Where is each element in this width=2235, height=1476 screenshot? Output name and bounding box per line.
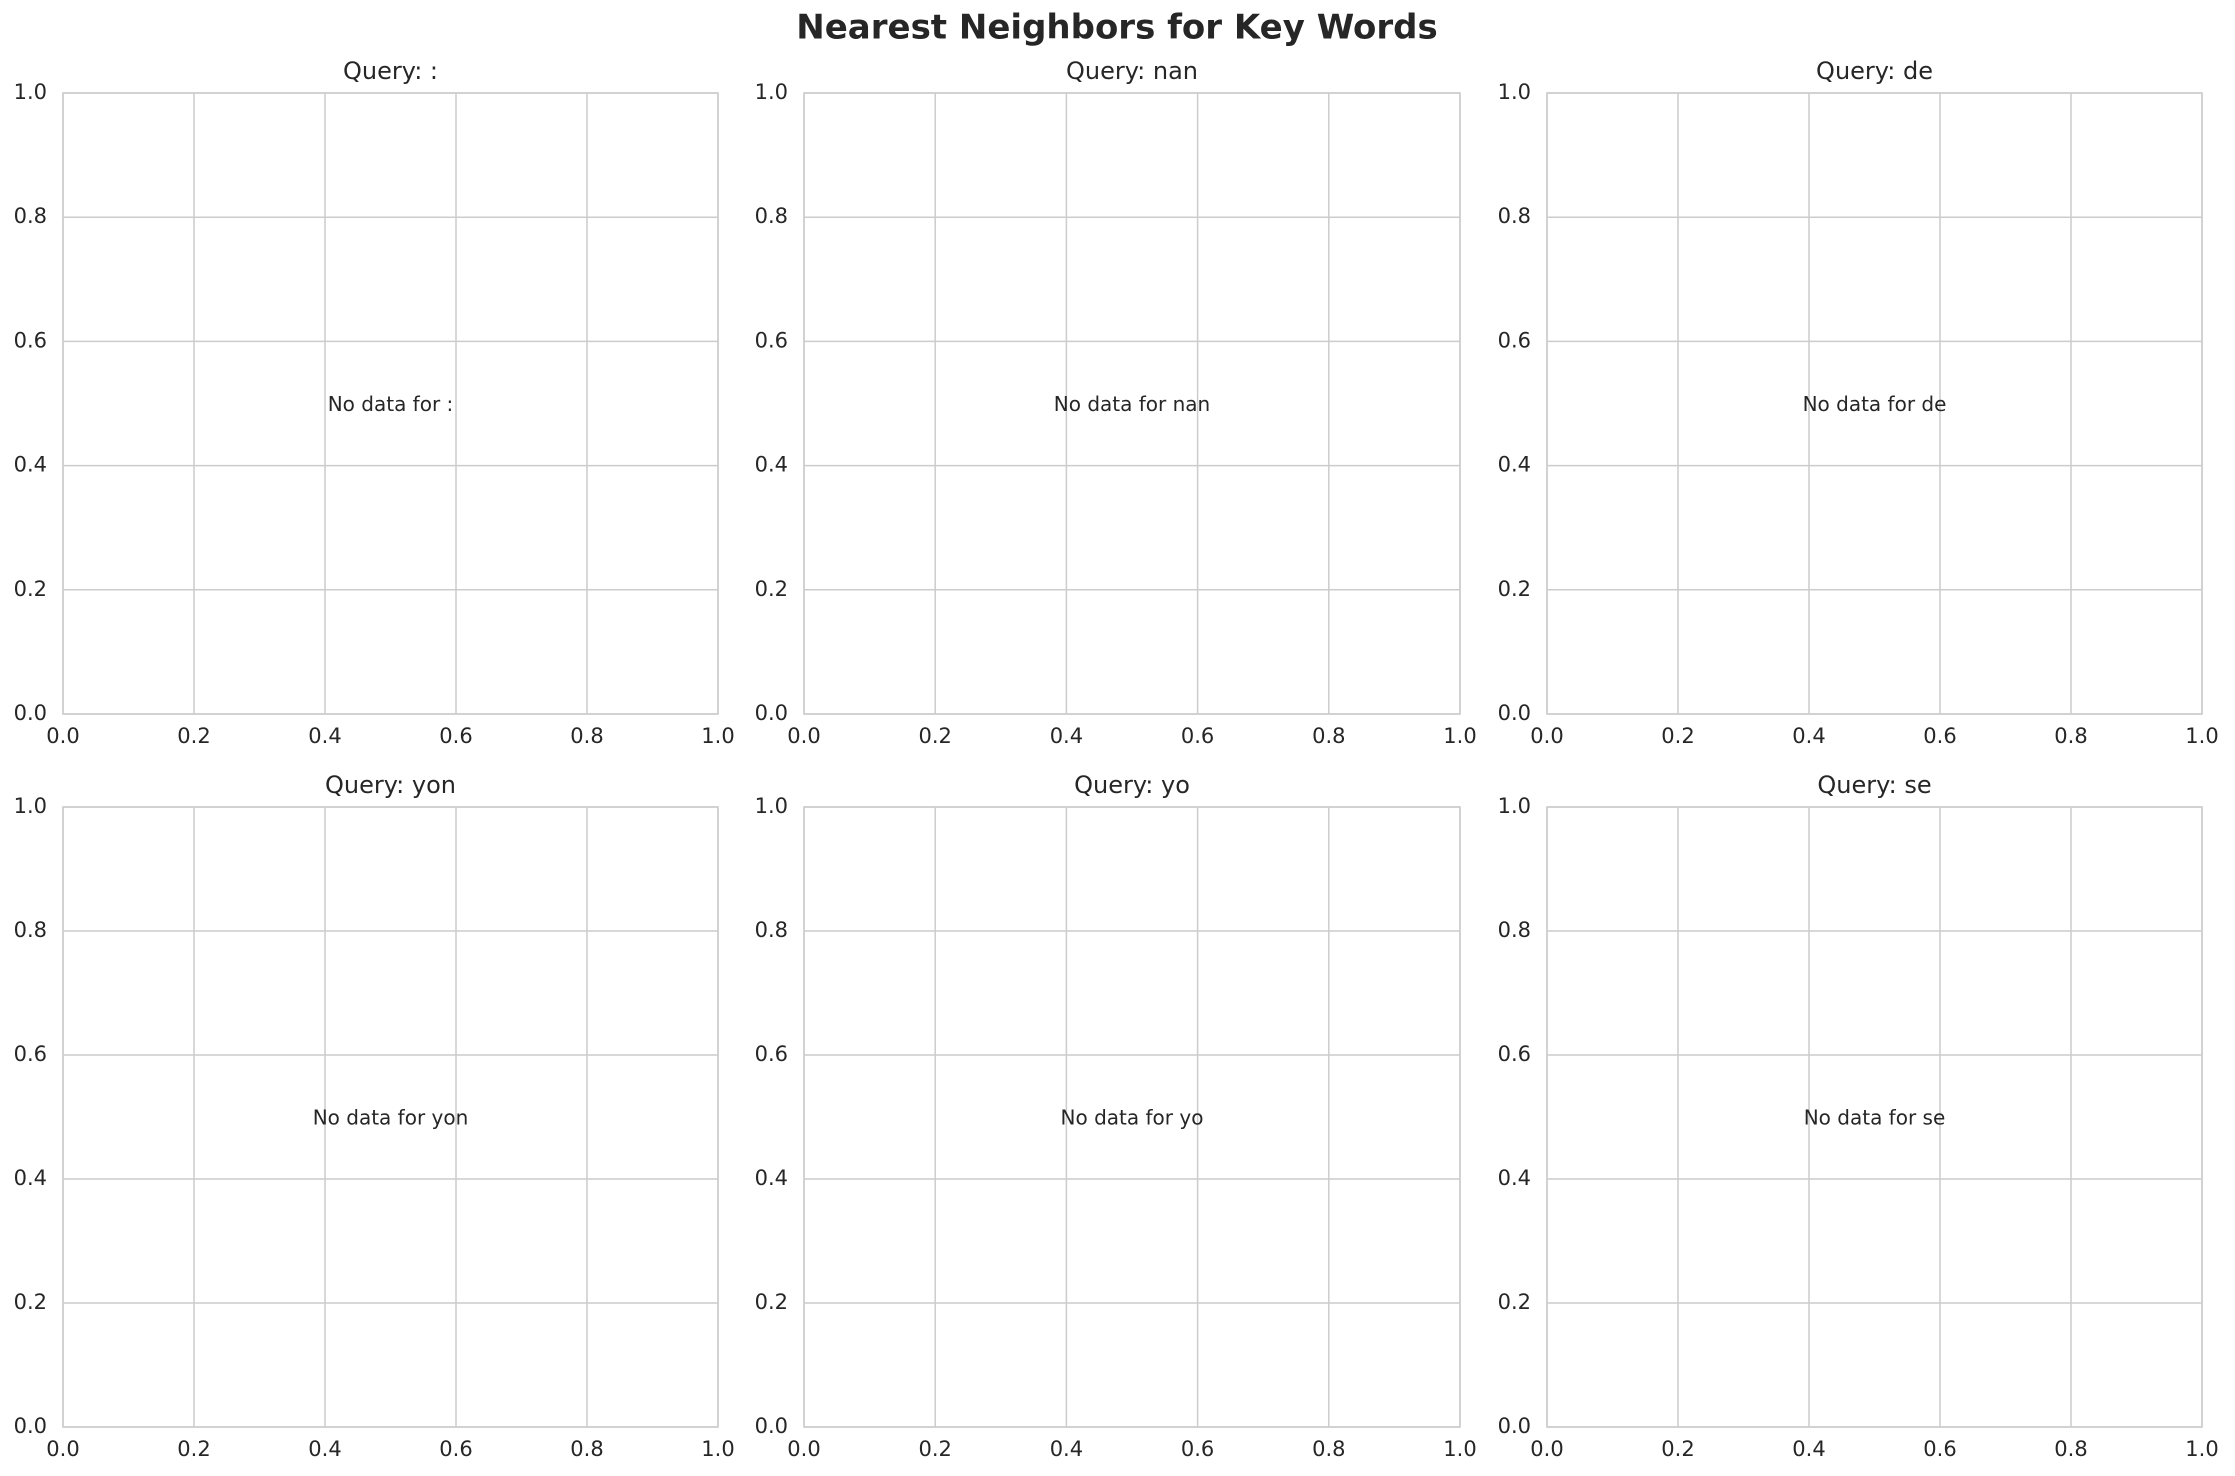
x-tick-label: 0.4 [1792, 724, 1825, 748]
annotation: No data for yo [1061, 1106, 1204, 1130]
y-tick-label: 0.0 [755, 1414, 788, 1438]
subplot-title: Query: nan [1066, 57, 1198, 85]
y-tick-label: 0.2 [1498, 577, 1531, 601]
y-tick-label: 0.2 [1498, 1290, 1531, 1314]
x-tick-label: 0.6 [1181, 1437, 1214, 1461]
y-tick-label: 0.2 [755, 1290, 788, 1314]
y-tick-label: 1.0 [14, 80, 47, 104]
x-tick-label: 0.0 [46, 1437, 79, 1461]
x-tick-label: 0.6 [439, 1437, 472, 1461]
y-tick-label: 0.0 [14, 1414, 47, 1438]
x-tick-label: 0.2 [918, 1437, 951, 1461]
y-tick-label: 1.0 [1498, 794, 1531, 818]
y-tick-label: 0.2 [14, 1290, 47, 1314]
y-tick-label: 1.0 [14, 794, 47, 818]
x-tick-label: 1.0 [1443, 1437, 1476, 1461]
x-tick-label: 0.6 [439, 724, 472, 748]
axes-frame [62, 806, 719, 1428]
x-tick-label: 0.0 [787, 724, 820, 748]
y-tick-label: 0.6 [14, 1042, 47, 1066]
y-tick-label: 0.2 [14, 577, 47, 601]
y-tick-label: 1.0 [755, 80, 788, 104]
x-tick-label: 0.6 [1923, 1437, 1956, 1461]
y-tick-label: 0.0 [14, 701, 47, 725]
y-tick-label: 0.6 [14, 328, 47, 352]
y-tick-label: 0.0 [755, 701, 788, 725]
y-tick-label: 0.8 [14, 918, 47, 942]
x-tick-label: 1.0 [2185, 1437, 2218, 1461]
y-tick-label: 0.4 [14, 453, 47, 477]
x-tick-label: 0.0 [1530, 724, 1563, 748]
x-tick-label: 0.8 [2054, 1437, 2087, 1461]
y-tick-label: 0.6 [1498, 1042, 1531, 1066]
y-tick-label: 1.0 [1498, 80, 1531, 104]
x-tick-label: 0.6 [1181, 724, 1214, 748]
x-tick-label: 0.2 [1661, 1437, 1694, 1461]
annotation: No data for se [1804, 1106, 1946, 1130]
axes-frame [803, 806, 1461, 1428]
x-tick-label: 1.0 [701, 1437, 734, 1461]
x-tick-label: 0.4 [1050, 1437, 1083, 1461]
x-tick-label: 0.8 [1312, 724, 1345, 748]
x-tick-label: 0.8 [2054, 724, 2087, 748]
annotation: No data for yon [313, 1106, 469, 1130]
x-tick-label: 0.8 [570, 724, 603, 748]
y-tick-label: 0.8 [1498, 918, 1531, 942]
x-tick-label: 1.0 [701, 724, 734, 748]
y-tick-label: 0.6 [755, 1042, 788, 1066]
axes-frame [1546, 92, 2203, 715]
x-tick-label: 0.8 [570, 1437, 603, 1461]
x-tick-label: 0.4 [1050, 724, 1083, 748]
y-tick-label: 0.4 [14, 1166, 47, 1190]
x-tick-label: 0.0 [1530, 1437, 1563, 1461]
x-tick-label: 0.4 [308, 1437, 341, 1461]
figure-title: Nearest Neighbors for Key Words [796, 8, 1437, 48]
x-tick-label: 0.2 [1661, 724, 1694, 748]
x-tick-label: 0.4 [308, 724, 341, 748]
x-tick-label: 0.0 [46, 724, 79, 748]
x-tick-label: 0.6 [1923, 724, 1956, 748]
y-tick-label: 0.8 [755, 918, 788, 942]
x-tick-label: 0.2 [177, 724, 210, 748]
y-tick-label: 0.4 [1498, 1166, 1531, 1190]
x-tick-label: 1.0 [1443, 724, 1476, 748]
subplot-title: Query: yon [325, 771, 456, 799]
y-tick-label: 0.0 [1498, 701, 1531, 725]
y-tick-label: 0.6 [755, 328, 788, 352]
annotation: No data for de [1803, 392, 1947, 416]
subplot-title: Query: : [343, 57, 438, 85]
axes-frame [1546, 806, 2203, 1428]
subplot-title: Query: yo [1074, 771, 1190, 799]
y-tick-label: 0.4 [755, 453, 788, 477]
axes-frame [803, 92, 1461, 715]
y-tick-label: 0.4 [1498, 453, 1531, 477]
x-tick-label: 0.2 [918, 724, 951, 748]
y-tick-label: 0.6 [1498, 328, 1531, 352]
x-tick-label: 0.2 [177, 1437, 210, 1461]
y-tick-label: 0.0 [1498, 1414, 1531, 1438]
y-tick-label: 1.0 [755, 794, 788, 818]
axes-frame [62, 92, 719, 715]
y-tick-label: 0.8 [755, 204, 788, 228]
x-tick-label: 0.4 [1792, 1437, 1825, 1461]
y-tick-label: 0.8 [14, 204, 47, 228]
y-tick-label: 0.2 [755, 577, 788, 601]
y-tick-label: 0.8 [1498, 204, 1531, 228]
subplot-title: Query: se [1817, 771, 1931, 799]
annotation: No data for : [328, 392, 454, 416]
y-tick-label: 0.4 [755, 1166, 788, 1190]
annotation: No data for nan [1054, 392, 1210, 416]
x-tick-label: 0.0 [787, 1437, 820, 1461]
x-tick-label: 0.8 [1312, 1437, 1345, 1461]
subplot-title: Query: de [1816, 57, 1933, 85]
x-tick-label: 1.0 [2185, 724, 2218, 748]
